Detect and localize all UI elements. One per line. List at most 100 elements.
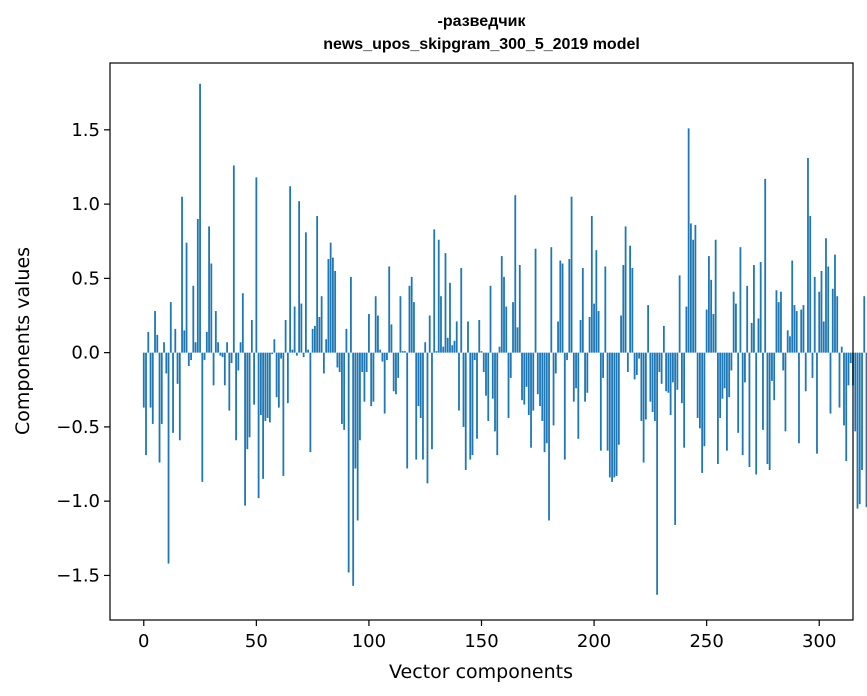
bar [352, 352, 355, 586]
bar [327, 259, 330, 353]
bar [559, 260, 562, 353]
bar [642, 352, 645, 463]
bar [422, 352, 424, 460]
bar [325, 339, 328, 353]
bar [590, 215, 593, 353]
bar [282, 352, 285, 476]
bar [735, 303, 737, 353]
bar [426, 352, 429, 484]
bar [557, 321, 559, 353]
bar [566, 352, 568, 361]
bar [374, 296, 377, 353]
bar [440, 296, 442, 353]
x-tick-label: 150 [464, 631, 498, 652]
bar [748, 352, 751, 468]
bar [766, 352, 769, 465]
bar [802, 305, 805, 353]
bar [674, 352, 677, 525]
axes-frame [109, 62, 854, 621]
bar [773, 352, 776, 401]
bar [428, 315, 431, 353]
bar [205, 331, 208, 353]
bar [313, 325, 316, 353]
bar [771, 352, 773, 381]
bar [588, 316, 591, 353]
bar [142, 352, 145, 408]
bar [579, 319, 582, 353]
bar [714, 239, 717, 353]
bar [568, 259, 571, 353]
bar [732, 291, 735, 353]
bar [527, 352, 530, 416]
bar [581, 267, 584, 353]
bar [509, 352, 512, 378]
bar [813, 276, 816, 353]
bar [419, 352, 422, 418]
bar [694, 224, 697, 353]
bar [500, 256, 503, 353]
bar [606, 352, 609, 451]
bar [658, 352, 661, 372]
bar [210, 263, 213, 353]
bar [687, 128, 690, 353]
bar [235, 352, 237, 441]
bar [656, 352, 659, 595]
bar [795, 311, 798, 353]
x-tick-label: 100 [352, 631, 386, 652]
bar [530, 352, 532, 448]
bar [849, 352, 852, 364]
bar [413, 302, 415, 353]
bar [415, 352, 418, 460]
bar [455, 321, 458, 353]
x-tick-label: 200 [577, 631, 611, 652]
bar [496, 352, 499, 456]
bar [460, 267, 463, 353]
bar [838, 352, 841, 408]
bar [575, 352, 577, 389]
bar [737, 352, 740, 433]
bar [516, 327, 519, 353]
bar [458, 352, 460, 411]
bar [719, 352, 722, 418]
bar [705, 309, 708, 353]
bar [469, 352, 472, 460]
bar [372, 352, 375, 402]
bar [262, 352, 264, 479]
bar [286, 352, 289, 404]
bar [435, 351, 438, 353]
bar [545, 352, 548, 444]
bar [854, 352, 857, 432]
bar [431, 352, 433, 450]
bar [307, 349, 310, 353]
bar [597, 311, 600, 353]
bar [482, 352, 485, 372]
bar [626, 352, 629, 372]
bar [586, 352, 589, 393]
bar [271, 352, 274, 355]
bar [437, 239, 440, 353]
bar [289, 186, 292, 353]
bar [543, 352, 546, 453]
bar [820, 270, 823, 353]
bar [665, 352, 668, 392]
bar [176, 352, 179, 384]
bar [187, 352, 190, 367]
bar [338, 352, 341, 372]
bar [541, 352, 544, 421]
bar [768, 352, 771, 470]
bar [318, 316, 321, 353]
bar [350, 276, 352, 353]
bar [739, 247, 742, 353]
bar [843, 352, 845, 426]
bar [390, 324, 393, 353]
bar [424, 342, 427, 353]
bar [532, 352, 535, 411]
bar [615, 352, 618, 476]
bar [789, 336, 791, 353]
bar [701, 352, 704, 473]
bar [196, 218, 199, 353]
bar [676, 352, 679, 390]
chart-title-line-1: -разведчик [437, 13, 526, 30]
bar [149, 352, 152, 408]
